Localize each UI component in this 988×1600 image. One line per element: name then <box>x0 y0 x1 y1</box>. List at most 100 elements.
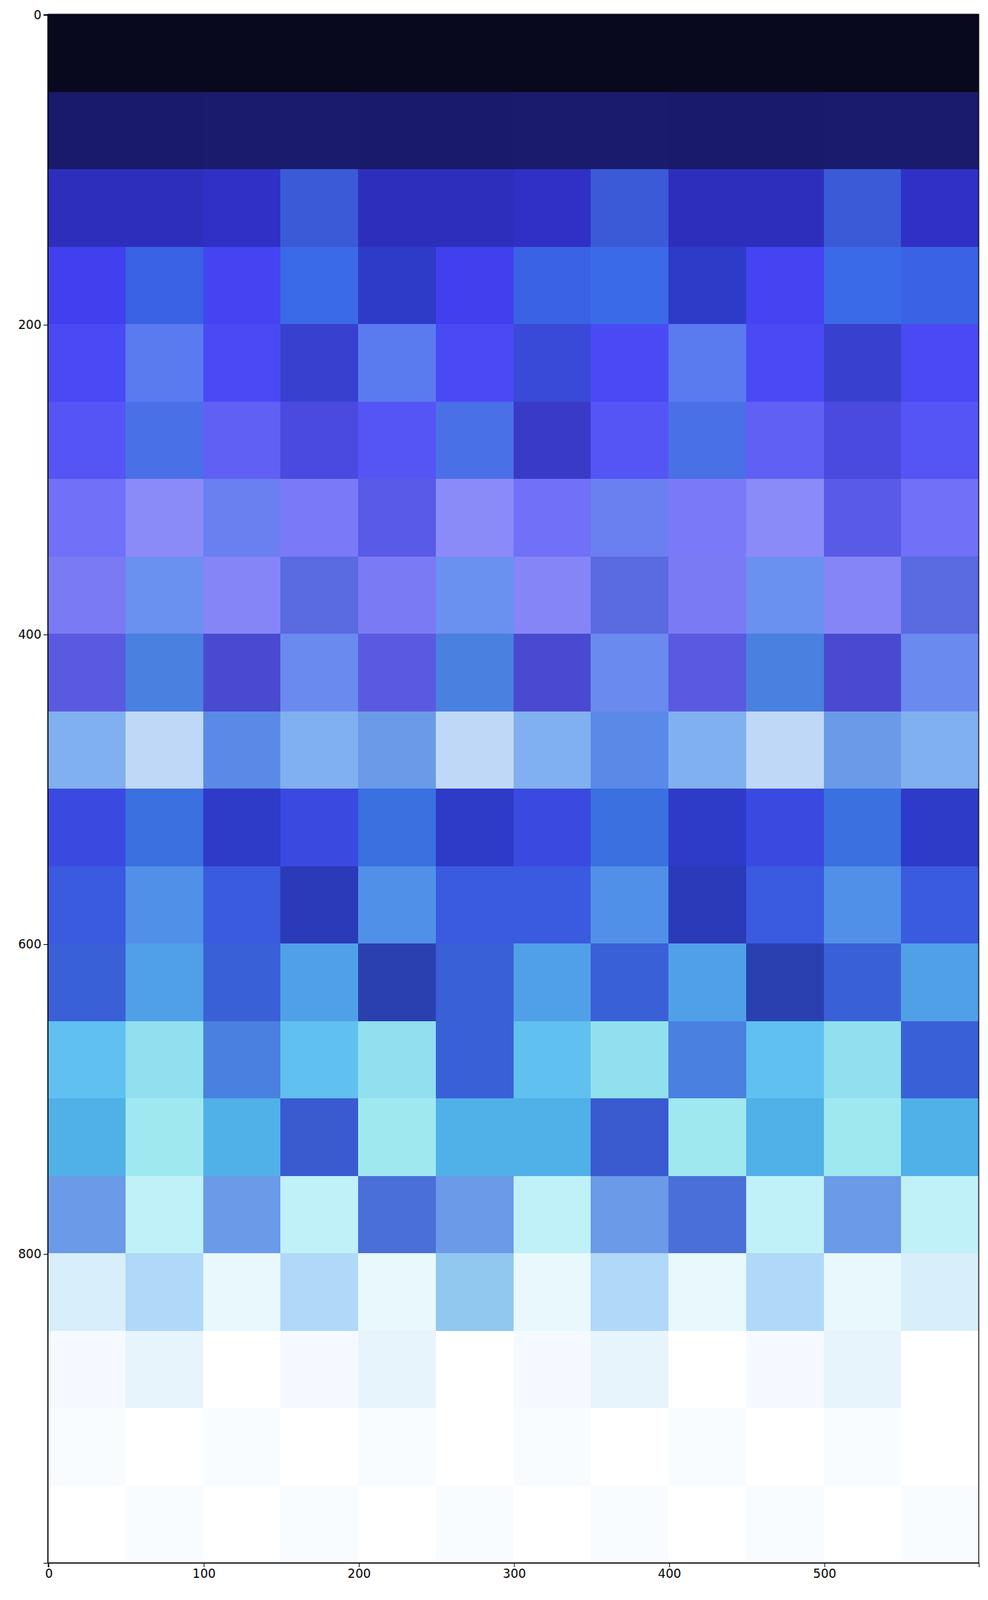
image-cell <box>47 1407 126 1486</box>
image-cell <box>358 1175 436 1254</box>
image-cell <box>203 401 282 480</box>
image-cell <box>280 401 359 480</box>
image-cell <box>823 401 902 480</box>
image-cell <box>47 323 126 402</box>
image-cell <box>47 1252 126 1331</box>
image-cell <box>125 478 204 557</box>
image-cell <box>358 478 436 557</box>
image-cell <box>125 866 204 944</box>
y-tick-mark <box>43 634 48 635</box>
image-cell <box>280 1330 359 1409</box>
image-cell <box>435 1485 514 1563</box>
image-cell <box>358 14 436 93</box>
image-cell <box>203 633 282 712</box>
image-cell <box>900 401 979 480</box>
image-cell <box>513 1252 592 1331</box>
image-cell <box>280 92 359 170</box>
image-cell <box>746 323 824 402</box>
image-cell <box>746 1485 824 1563</box>
image-cell <box>668 1407 747 1486</box>
image-cell <box>590 246 669 325</box>
x-tick-label: 500 <box>813 1565 837 1581</box>
image-cell <box>47 633 126 712</box>
plot-frame <box>47 14 979 1563</box>
image-cell <box>125 1097 204 1176</box>
x-tick: 400 <box>657 1562 681 1581</box>
image-cell <box>823 323 902 402</box>
image-cell <box>900 556 979 635</box>
image-cell <box>280 323 359 402</box>
y-tick: 600 <box>18 936 48 951</box>
image-cell <box>435 1330 514 1409</box>
image-cell <box>823 92 902 170</box>
image-cell <box>435 401 514 480</box>
image-cell <box>125 92 204 170</box>
image-cell <box>125 788 204 867</box>
image-cell <box>900 943 979 1021</box>
image-cell <box>746 478 824 557</box>
image-cell <box>823 866 902 944</box>
image-cell <box>746 169 824 247</box>
image-cell <box>668 169 747 247</box>
x-tick: 300 <box>502 1562 526 1581</box>
image-cell <box>513 1407 592 1486</box>
image-cell <box>823 788 902 867</box>
image-cell <box>513 1020 592 1099</box>
image-cell <box>125 401 204 480</box>
y-tick: 800 <box>18 1246 48 1261</box>
image-cell <box>900 323 979 402</box>
image-cell <box>358 1330 436 1409</box>
image-cell <box>203 92 282 170</box>
image-cell <box>358 1252 436 1331</box>
image-cell <box>746 401 824 480</box>
y-tick: 200 <box>18 317 48 332</box>
image-cell <box>823 1020 902 1099</box>
y-tick-label: 800 <box>18 1246 42 1261</box>
image-cell <box>590 633 669 712</box>
image-cell <box>900 1097 979 1176</box>
image-cell <box>47 14 126 93</box>
image-cell <box>668 323 747 402</box>
image-cell <box>513 866 592 944</box>
image-cell <box>47 246 126 325</box>
image-cell <box>668 1485 747 1563</box>
image-cell <box>125 246 204 325</box>
image-cell <box>280 1407 359 1486</box>
image-cell <box>203 1407 282 1486</box>
x-tick-label: 0 <box>44 1565 53 1581</box>
image-cell <box>435 788 514 867</box>
y-tick-mark <box>43 14 48 16</box>
image-cell <box>435 246 514 325</box>
image-cell <box>47 556 126 635</box>
y-axis: 0200400600800 <box>18 7 49 1563</box>
image-cell <box>125 943 204 1021</box>
image-cell <box>513 323 592 402</box>
image-cell <box>746 943 824 1021</box>
image-cell <box>280 556 359 635</box>
image-cell <box>280 866 359 944</box>
image-cell <box>746 92 824 170</box>
image-cell <box>513 401 592 480</box>
image-cell <box>900 92 979 170</box>
image-cell <box>513 1330 592 1409</box>
image-cell <box>358 246 436 325</box>
image-cell <box>203 1252 282 1331</box>
image-cell <box>358 711 436 789</box>
image-cell <box>280 633 359 712</box>
image-cell <box>513 943 592 1021</box>
image-cell <box>358 323 436 402</box>
x-tick-label: 300 <box>502 1565 526 1581</box>
image-cell <box>513 633 592 712</box>
image-cell <box>47 1020 126 1099</box>
image-cell <box>203 1020 282 1099</box>
image-cell <box>125 633 204 712</box>
image-cell <box>668 556 747 635</box>
image-cell <box>125 1175 204 1254</box>
image-cell <box>125 1252 204 1331</box>
image-cell <box>513 1175 592 1254</box>
image-cell <box>358 92 436 170</box>
y-tick: 0 <box>33 7 48 23</box>
image-cell <box>358 1407 436 1486</box>
y-tick-label: 200 <box>18 317 42 332</box>
image-cell <box>823 14 902 93</box>
